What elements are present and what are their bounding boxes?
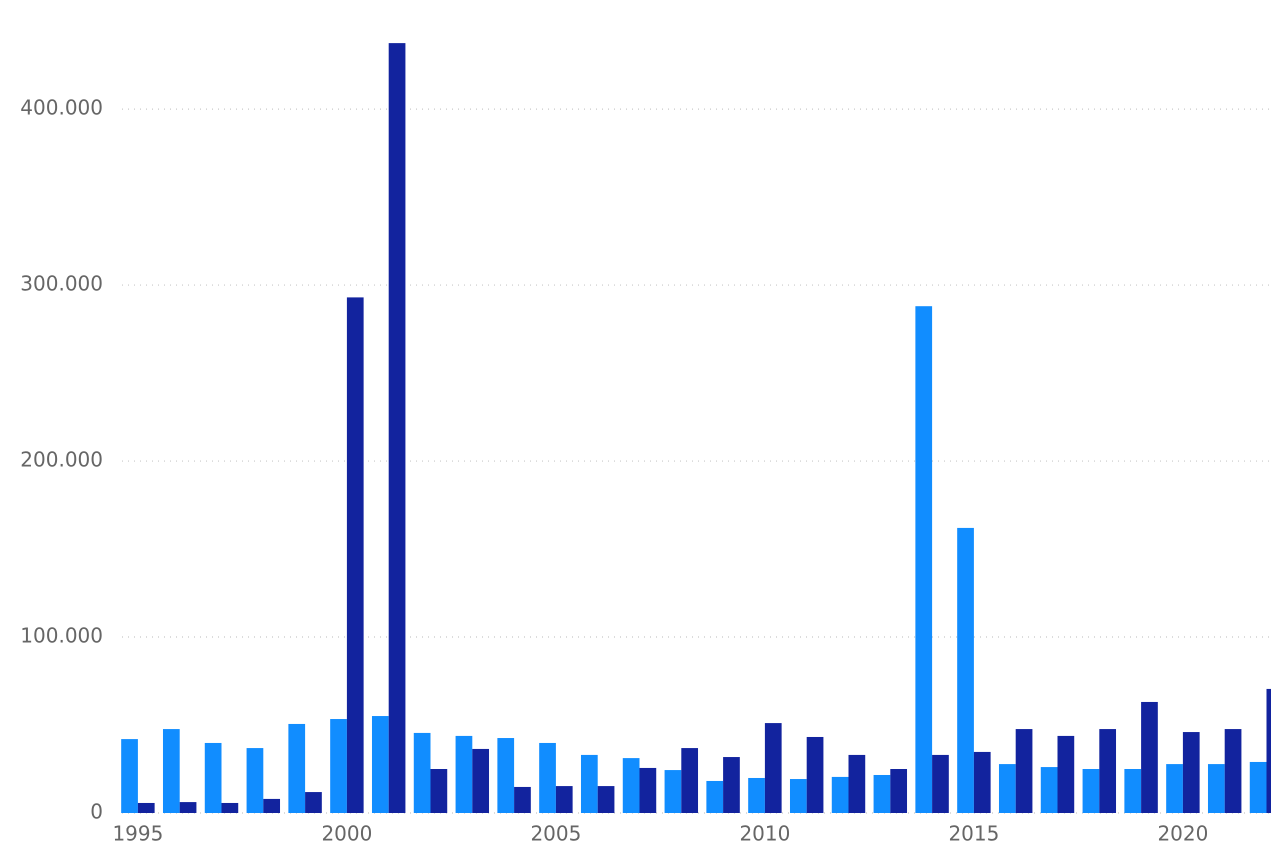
y-tick-label: 400.000 — [20, 96, 103, 120]
bar — [1266, 688, 1271, 813]
bar — [472, 748, 490, 813]
bar — [555, 786, 573, 813]
bar — [346, 297, 364, 813]
bar — [639, 767, 657, 813]
bar — [622, 758, 640, 813]
bar — [806, 736, 824, 813]
bar — [1224, 729, 1242, 813]
bar — [413, 732, 431, 813]
bar — [371, 716, 389, 813]
bar — [1015, 729, 1033, 813]
bar — [330, 719, 347, 813]
x-tick-label: 2020 — [1157, 822, 1208, 846]
bar — [455, 735, 473, 813]
bar — [137, 802, 155, 813]
bar — [1166, 764, 1183, 813]
bar — [1124, 769, 1142, 813]
bar — [204, 742, 222, 813]
bar — [873, 774, 891, 813]
y-tick-label: 100.000 — [20, 624, 103, 648]
bar — [497, 738, 515, 813]
bar — [1099, 729, 1117, 813]
bar — [580, 754, 598, 813]
bar — [681, 748, 699, 813]
bar — [1040, 767, 1058, 813]
bar — [789, 779, 807, 813]
bar — [305, 792, 322, 813]
bar — [1249, 761, 1267, 813]
bar — [748, 777, 765, 813]
bar — [1057, 735, 1075, 813]
bar — [764, 723, 782, 813]
x-tick-label: 2005 — [530, 822, 581, 846]
bar — [162, 729, 180, 813]
bar — [723, 757, 740, 813]
bar — [514, 786, 531, 813]
x-tick-label: 2000 — [321, 822, 372, 846]
x-tick-label: 2010 — [739, 822, 790, 846]
bar — [430, 769, 448, 813]
bar — [998, 764, 1016, 813]
bar — [388, 43, 406, 813]
bar — [957, 527, 974, 813]
bar — [597, 786, 615, 813]
bar — [1082, 769, 1100, 813]
bar — [848, 754, 866, 813]
bar — [288, 723, 306, 813]
bar — [1141, 701, 1158, 813]
bar — [706, 780, 724, 813]
bar — [664, 770, 682, 813]
bar — [263, 798, 281, 813]
bar — [915, 306, 933, 813]
bar — [121, 739, 138, 813]
bar — [179, 802, 197, 813]
bar — [932, 754, 949, 813]
x-tick-label: 1995 — [112, 822, 163, 846]
bar — [221, 802, 239, 813]
bar — [973, 751, 991, 813]
bar — [539, 742, 556, 813]
bar — [831, 776, 849, 813]
y-tick-label: 0 — [90, 800, 103, 824]
y-tick-label: 200.000 — [20, 448, 103, 472]
bar — [1182, 732, 1200, 813]
bar — [890, 769, 908, 813]
bar — [1207, 764, 1225, 813]
y-tick-label: 300.000 — [20, 272, 103, 296]
x-tick-label: 2015 — [948, 822, 999, 846]
bar — [246, 748, 264, 813]
